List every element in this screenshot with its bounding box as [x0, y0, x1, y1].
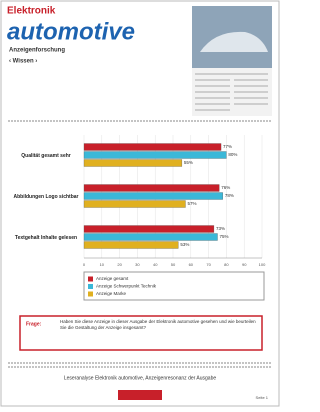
legend-label: Anzeige Marke — [96, 291, 127, 296]
bar — [84, 242, 178, 249]
question-text-wrap: Haben Sie diese Anzeige in dieser Ausgab… — [60, 319, 256, 349]
page: Elektronik automotive Anzeigenforschung … — [0, 0, 280, 407]
bar — [84, 234, 218, 241]
question-text: Haben Sie diese Anzeige in dieser Ausgab… — [60, 319, 256, 331]
footer-logo — [118, 390, 162, 400]
value-label: 75% — [220, 234, 229, 239]
page-number: Seite 1 — [256, 395, 269, 400]
value-label: 77% — [223, 144, 232, 149]
x-tick-label: 50 — [171, 262, 176, 267]
x-tick-label: 60 — [189, 262, 194, 267]
question-label: Frage: — [26, 321, 42, 327]
value-label: 55% — [184, 160, 193, 165]
legend-label: Anzeige Schwerpunkt Technik — [96, 284, 157, 289]
legend-label: Anzeige gesamt — [96, 276, 129, 281]
bar — [84, 152, 226, 159]
footer-text: Leseranalyse Elektronik automotive, Anze… — [64, 375, 217, 381]
x-tick-label: 100 — [259, 262, 266, 267]
x-tick-label: 10 — [100, 262, 105, 267]
section: ‹ Wissen › — [9, 59, 37, 65]
x-tick-label: 20 — [117, 262, 122, 267]
brand-top: Elektronik — [7, 6, 56, 17]
brand: automotive — [7, 18, 135, 45]
bar — [84, 193, 223, 200]
value-label: 53% — [180, 242, 189, 247]
value-label: 76% — [221, 185, 230, 190]
category-label: Abbildungen Logo sichtbar — [14, 194, 79, 200]
category-label: Qualität gesamt sehr — [21, 153, 71, 159]
category-label: Textgehalt Inhalte gelesen — [15, 235, 77, 241]
x-tick-label: 70 — [206, 262, 211, 267]
bar — [84, 226, 214, 233]
bar — [84, 201, 185, 208]
value-label: 73% — [216, 226, 225, 231]
x-tick-label: 30 — [135, 262, 140, 267]
legend-swatch — [88, 277, 93, 282]
x-tick-label: 90 — [242, 262, 247, 267]
subtitle: Anzeigenforschung — [9, 48, 65, 54]
value-label: 80% — [228, 152, 237, 157]
value-label: 57% — [187, 201, 196, 206]
legend-swatch — [88, 284, 93, 289]
article-thumbnail — [192, 6, 272, 116]
bar — [84, 160, 182, 167]
bar — [84, 144, 221, 151]
bar — [84, 185, 219, 192]
legend-swatch — [88, 292, 93, 297]
value-label: 78% — [225, 193, 234, 198]
x-tick-label: 80 — [224, 262, 229, 267]
x-tick-label: 40 — [153, 262, 158, 267]
